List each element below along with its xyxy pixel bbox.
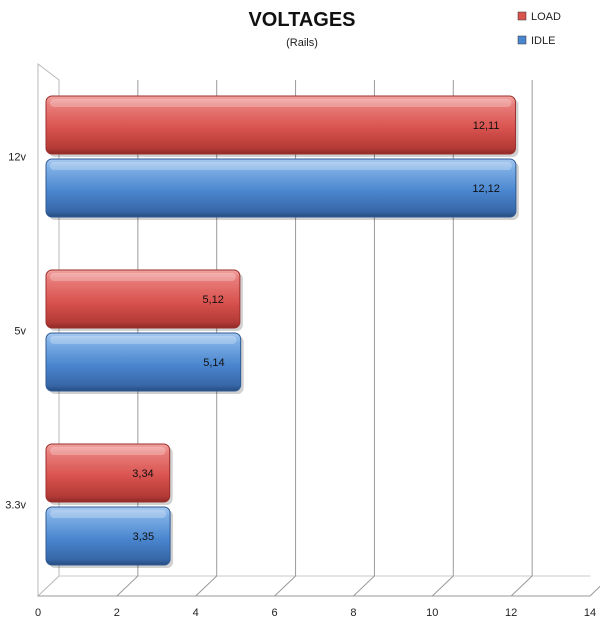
gridline-floor	[274, 575, 296, 597]
y-axis-categories: 12v 5v 3.3v	[5, 152, 26, 512]
data-label: 5,12	[202, 294, 223, 306]
bar-load-12v	[45, 95, 516, 155]
data-label: 3,34	[132, 468, 153, 480]
gridline-floor	[431, 575, 454, 597]
bar-highlight	[50, 99, 512, 107]
legend-label-load: LOAD	[531, 11, 561, 23]
gridline-floor	[195, 575, 218, 597]
gridline-floor	[589, 585, 600, 597]
bar-idle-12v	[45, 158, 517, 218]
bar-load-3.3v	[45, 443, 171, 503]
x-tick-label: 6	[272, 607, 278, 619]
bar-load-5v	[45, 269, 241, 329]
x-tick-label: 0	[35, 607, 41, 619]
x-tick-label: 8	[350, 607, 356, 619]
bar-highlight	[50, 162, 512, 170]
gridline-floor	[510, 575, 533, 597]
bar-idle-3.3v	[45, 506, 171, 566]
bar-highlight	[50, 447, 166, 455]
y-category-label: 5v	[14, 326, 26, 338]
bar-highlight	[50, 336, 237, 344]
y-category-label: 12v	[8, 152, 26, 164]
bar-highlight	[50, 510, 167, 518]
data-label: 12,11	[473, 120, 500, 132]
data-label: 3,35	[133, 531, 154, 543]
chart-title: VOLTAGES	[248, 9, 355, 31]
gridline-floor	[353, 575, 375, 597]
bar-idle-5v	[45, 332, 242, 392]
gridline-floor	[116, 575, 139, 597]
data-label: 5,14	[203, 357, 224, 369]
data-label: 12,12	[472, 183, 500, 195]
bar-highlight	[50, 273, 236, 281]
legend: LOAD IDLE	[517, 11, 561, 47]
legend-label-idle: IDLE	[531, 35, 555, 47]
x-tick-label: 4	[193, 607, 199, 619]
chart-subtitle: (Rails)	[286, 37, 318, 49]
x-tick-label: 14	[584, 607, 596, 619]
x-tick-label: 2	[114, 607, 120, 619]
bars: 12,11 12,12 5,12 5,14 3,34 3,35	[45, 95, 519, 568]
x-axis-ticks: 0 2 4 6 8 10 12 14	[35, 607, 596, 619]
legend-swatch-load	[517, 11, 527, 21]
x-tick-label: 12	[505, 607, 517, 619]
y-category-label: 3.3v	[5, 500, 26, 512]
x-tick-label: 10	[426, 607, 438, 619]
legend-swatch-idle	[517, 35, 527, 45]
